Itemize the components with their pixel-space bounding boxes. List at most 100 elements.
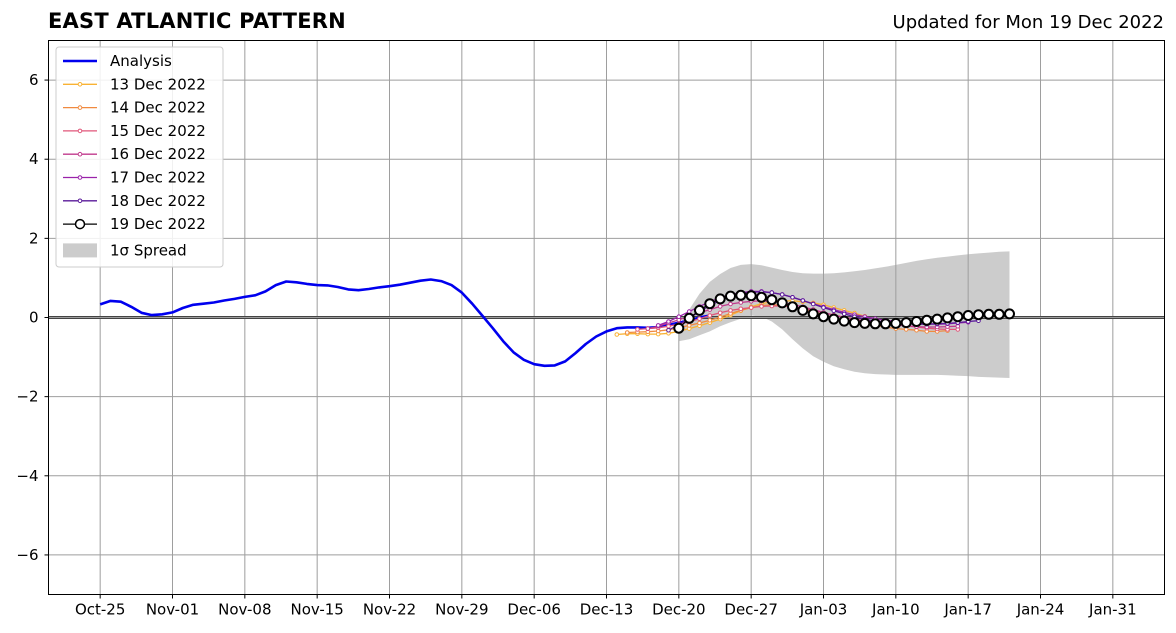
data-point bbox=[714, 293, 726, 305]
data-point bbox=[614, 332, 620, 337]
data-point bbox=[759, 304, 764, 309]
chart-title: EAST ATLANTIC PATTERN bbox=[48, 9, 346, 33]
y-tick-label: 4 bbox=[29, 150, 39, 168]
data-point bbox=[931, 313, 943, 325]
data-point bbox=[800, 298, 806, 303]
legend-marker bbox=[77, 198, 83, 204]
legend-label: 13 Dec 2022 bbox=[110, 75, 206, 93]
x-tick-label: Jan-17 bbox=[943, 601, 992, 619]
data-point bbox=[673, 322, 685, 334]
data-point bbox=[666, 319, 671, 324]
y-tick-label: 2 bbox=[29, 229, 39, 247]
x-tick-label: Oct-25 bbox=[75, 601, 125, 619]
data-point bbox=[717, 314, 723, 320]
data-point bbox=[849, 317, 860, 329]
chart-subtitle: Updated for Mon 19 Dec 2022 bbox=[892, 12, 1164, 33]
data-point bbox=[725, 290, 736, 302]
data-point bbox=[787, 301, 798, 313]
data-point bbox=[645, 326, 651, 331]
legend-item: 13 Dec 2022 bbox=[63, 75, 206, 93]
series-line bbox=[99, 278, 711, 368]
y-tick-label: 6 bbox=[29, 71, 39, 89]
data-point bbox=[776, 297, 788, 309]
data-point bbox=[676, 314, 682, 320]
data-point bbox=[911, 316, 922, 327]
data-point bbox=[704, 298, 716, 310]
legend-label: 1σ Spread bbox=[110, 241, 187, 259]
legend-item: Analysis bbox=[63, 52, 172, 70]
data-point bbox=[900, 317, 912, 329]
data-point bbox=[769, 290, 775, 295]
data-point bbox=[841, 311, 847, 317]
data-point bbox=[728, 301, 733, 307]
legend-item: 1σ Spread bbox=[63, 241, 187, 259]
legend-marker bbox=[77, 105, 83, 110]
y-tick-label: −4 bbox=[16, 467, 38, 485]
data-point bbox=[635, 327, 640, 332]
legend-item: 19 Dec 2022 bbox=[63, 215, 206, 233]
x-tick-label: Dec-13 bbox=[580, 601, 634, 619]
legend-item: 14 Dec 2022 bbox=[63, 99, 206, 117]
y-tick-label: −2 bbox=[16, 388, 38, 406]
axes-layer: Oct-25 Nov-01 Nov-08 Nov-15 Nov-22 Nov-29 Dec-… bbox=[16, 40, 1165, 619]
legend-box bbox=[55, 46, 224, 268]
data-point bbox=[952, 311, 964, 323]
data-point bbox=[942, 312, 953, 324]
data-point bbox=[738, 306, 744, 312]
data-point bbox=[1004, 308, 1015, 320]
x-tick-label: Jan-10 bbox=[871, 601, 920, 619]
data-point bbox=[903, 327, 909, 332]
data-point bbox=[624, 330, 630, 335]
legend-item: 15 Dec 2022 bbox=[63, 122, 206, 140]
data-point bbox=[717, 310, 723, 316]
y-tick-label: −6 bbox=[16, 546, 38, 564]
data-point bbox=[880, 318, 891, 330]
legend-label: 14 Dec 2022 bbox=[110, 99, 206, 117]
legend-item: 16 Dec 2022 bbox=[63, 145, 206, 163]
legend-swatch bbox=[63, 243, 97, 258]
data-point bbox=[707, 318, 713, 323]
data-point bbox=[779, 292, 785, 297]
y-tick-label: 0 bbox=[29, 309, 39, 327]
data-point bbox=[983, 308, 995, 320]
data-point bbox=[666, 327, 671, 333]
data-point bbox=[818, 311, 829, 323]
data-point bbox=[655, 323, 661, 328]
x-tick-label: Nov-29 bbox=[435, 601, 488, 619]
data-point bbox=[756, 291, 767, 303]
legend-label: 15 Dec 2022 bbox=[110, 122, 206, 140]
data-point bbox=[859, 317, 871, 329]
legend-label: 17 Dec 2022 bbox=[110, 169, 206, 187]
data-point bbox=[707, 313, 713, 318]
x-tick-label: Jan-31 bbox=[1088, 601, 1137, 619]
x-tick-label: Nov-15 bbox=[290, 601, 343, 619]
data-point bbox=[745, 290, 757, 302]
data-point bbox=[973, 309, 984, 321]
data-point bbox=[697, 320, 702, 326]
data-point bbox=[694, 304, 705, 316]
data-point bbox=[869, 318, 881, 330]
legend-label: 18 Dec 2022 bbox=[110, 192, 206, 210]
data-point bbox=[797, 304, 809, 316]
series-analysis bbox=[99, 278, 711, 368]
data-point bbox=[838, 315, 850, 327]
x-tick-label: Nov-08 bbox=[218, 601, 271, 619]
data-point bbox=[728, 308, 733, 313]
data-point bbox=[766, 294, 778, 306]
data-point bbox=[962, 310, 974, 321]
data-point bbox=[890, 317, 902, 329]
data-point bbox=[748, 305, 754, 310]
data-point bbox=[921, 314, 933, 326]
x-tick-label: Dec-06 bbox=[507, 601, 561, 619]
legend-label: 19 Dec 2022 bbox=[110, 215, 206, 233]
legend-marker bbox=[77, 151, 83, 157]
legend-marker bbox=[77, 128, 83, 134]
data-point bbox=[807, 308, 819, 320]
legend-label: 16 Dec 2022 bbox=[110, 145, 206, 163]
legend-marker bbox=[77, 82, 83, 87]
data-point bbox=[790, 295, 795, 300]
data-point bbox=[717, 304, 723, 309]
legend: Analysis 13 Dec 2022 14 Dec 2022 15 Dec 202… bbox=[55, 46, 224, 268]
x-tick-label: Dec-20 bbox=[652, 601, 706, 619]
